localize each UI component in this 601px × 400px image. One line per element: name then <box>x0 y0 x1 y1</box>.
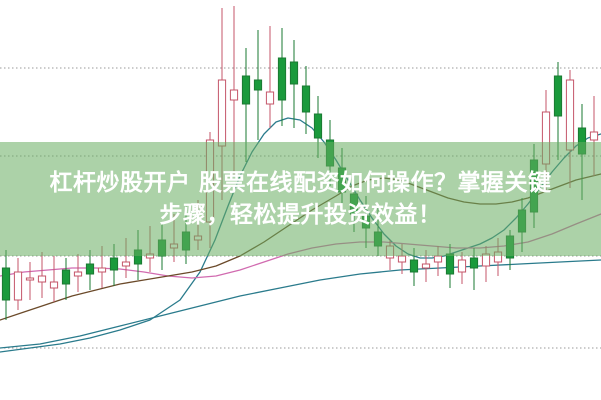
candle-body <box>469 257 479 269</box>
candle-body <box>241 75 251 105</box>
candle-body <box>277 57 287 101</box>
candle-body <box>457 259 467 273</box>
candle-body <box>229 89 239 101</box>
candle-body <box>397 255 407 263</box>
candle-body <box>289 61 299 85</box>
candle-body <box>169 243 179 249</box>
candle-body <box>517 209 527 233</box>
candle-body <box>61 269 71 285</box>
candle-22 <box>265 26 275 128</box>
candle-25 <box>301 66 311 134</box>
candle-body <box>445 253 455 275</box>
candle-body <box>85 263 95 275</box>
candle-body <box>13 271 23 301</box>
candle-body <box>133 249 143 265</box>
candle-body <box>145 253 155 259</box>
candle-body <box>97 267 107 273</box>
candle-body <box>1 267 11 301</box>
candle-body <box>109 257 119 271</box>
candle-body <box>373 231 383 247</box>
candle-body <box>493 251 503 263</box>
candle-0 <box>1 250 11 320</box>
candle-body <box>157 239 167 257</box>
candle-body <box>349 193 359 215</box>
candle-body <box>37 275 47 283</box>
candle-body <box>301 85 311 113</box>
candle-body <box>313 113 323 139</box>
candle-body <box>253 79 263 91</box>
candle-body <box>421 263 431 269</box>
candle-body <box>409 259 419 273</box>
candle-body <box>181 231 191 251</box>
candle-1 <box>13 258 23 310</box>
candle-body <box>565 79 575 151</box>
candle-body <box>541 111 551 165</box>
candle-38 <box>457 252 467 284</box>
candle-body <box>553 75 563 117</box>
candle-5 <box>61 258 71 300</box>
ma-line-ma-lower-teal <box>0 259 601 349</box>
candle-2 <box>25 262 35 300</box>
candle-body <box>25 277 35 281</box>
candle-body <box>205 139 215 223</box>
candle-body <box>361 215 371 229</box>
candle-body <box>337 167 347 193</box>
candle-body <box>433 255 443 263</box>
candle-body <box>385 245 395 259</box>
candle-21 <box>253 30 263 140</box>
candle-body <box>73 271 83 277</box>
candle-body <box>505 235 515 259</box>
candle-body <box>325 139 335 167</box>
candle-body <box>121 261 131 267</box>
candle-body <box>589 131 599 141</box>
candle-4 <box>49 256 59 302</box>
candle-3 <box>37 252 47 298</box>
candle-body <box>217 79 227 147</box>
candle-6 <box>73 254 83 292</box>
candle-body <box>193 235 203 241</box>
candle-body <box>529 159 539 213</box>
candle-23 <box>277 28 287 126</box>
candle-7 <box>85 250 95 290</box>
candle-body <box>577 127 587 155</box>
candle-24 <box>289 40 299 128</box>
candle-body <box>265 91 275 105</box>
candle-body <box>481 253 491 267</box>
candle-body <box>49 281 59 289</box>
